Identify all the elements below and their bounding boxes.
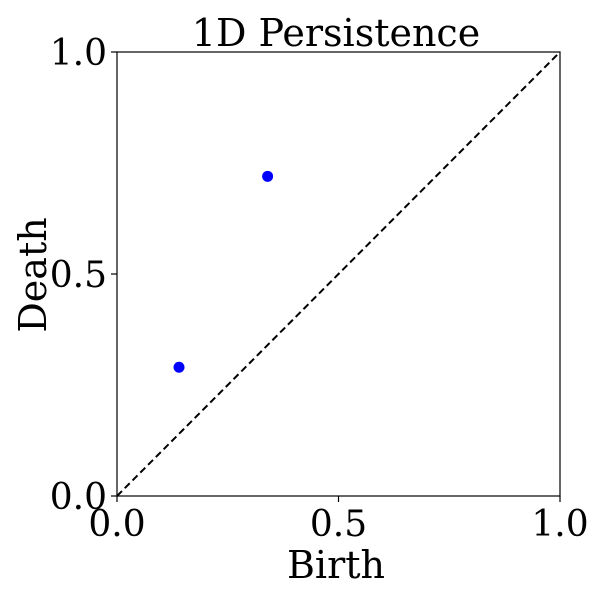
data-point xyxy=(262,170,274,182)
y-tick-label: 0.0 xyxy=(50,477,107,518)
x-tick-label: 1.0 xyxy=(531,504,588,545)
x-tick-label: 0.5 xyxy=(310,504,367,545)
y-tick-label: 0.5 xyxy=(50,255,107,296)
x-axis-label: Birth xyxy=(287,543,385,587)
y-tick-label: 1.0 xyxy=(50,33,107,74)
data-point xyxy=(173,361,185,373)
chart-title: 1D Persistence xyxy=(192,11,480,55)
x-tick-label: 0.0 xyxy=(88,504,145,545)
plot-area: 0.0 0.5 1.0 0.0 0.5 1.0 xyxy=(50,33,589,545)
y-axis-label: Death xyxy=(11,217,55,332)
diagonal-line xyxy=(116,51,561,497)
